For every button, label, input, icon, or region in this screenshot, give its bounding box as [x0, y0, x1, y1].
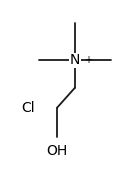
- Text: Cl: Cl: [21, 101, 35, 115]
- Text: N: N: [70, 53, 80, 67]
- Text: OH: OH: [46, 144, 68, 158]
- Text: +: +: [85, 55, 92, 64]
